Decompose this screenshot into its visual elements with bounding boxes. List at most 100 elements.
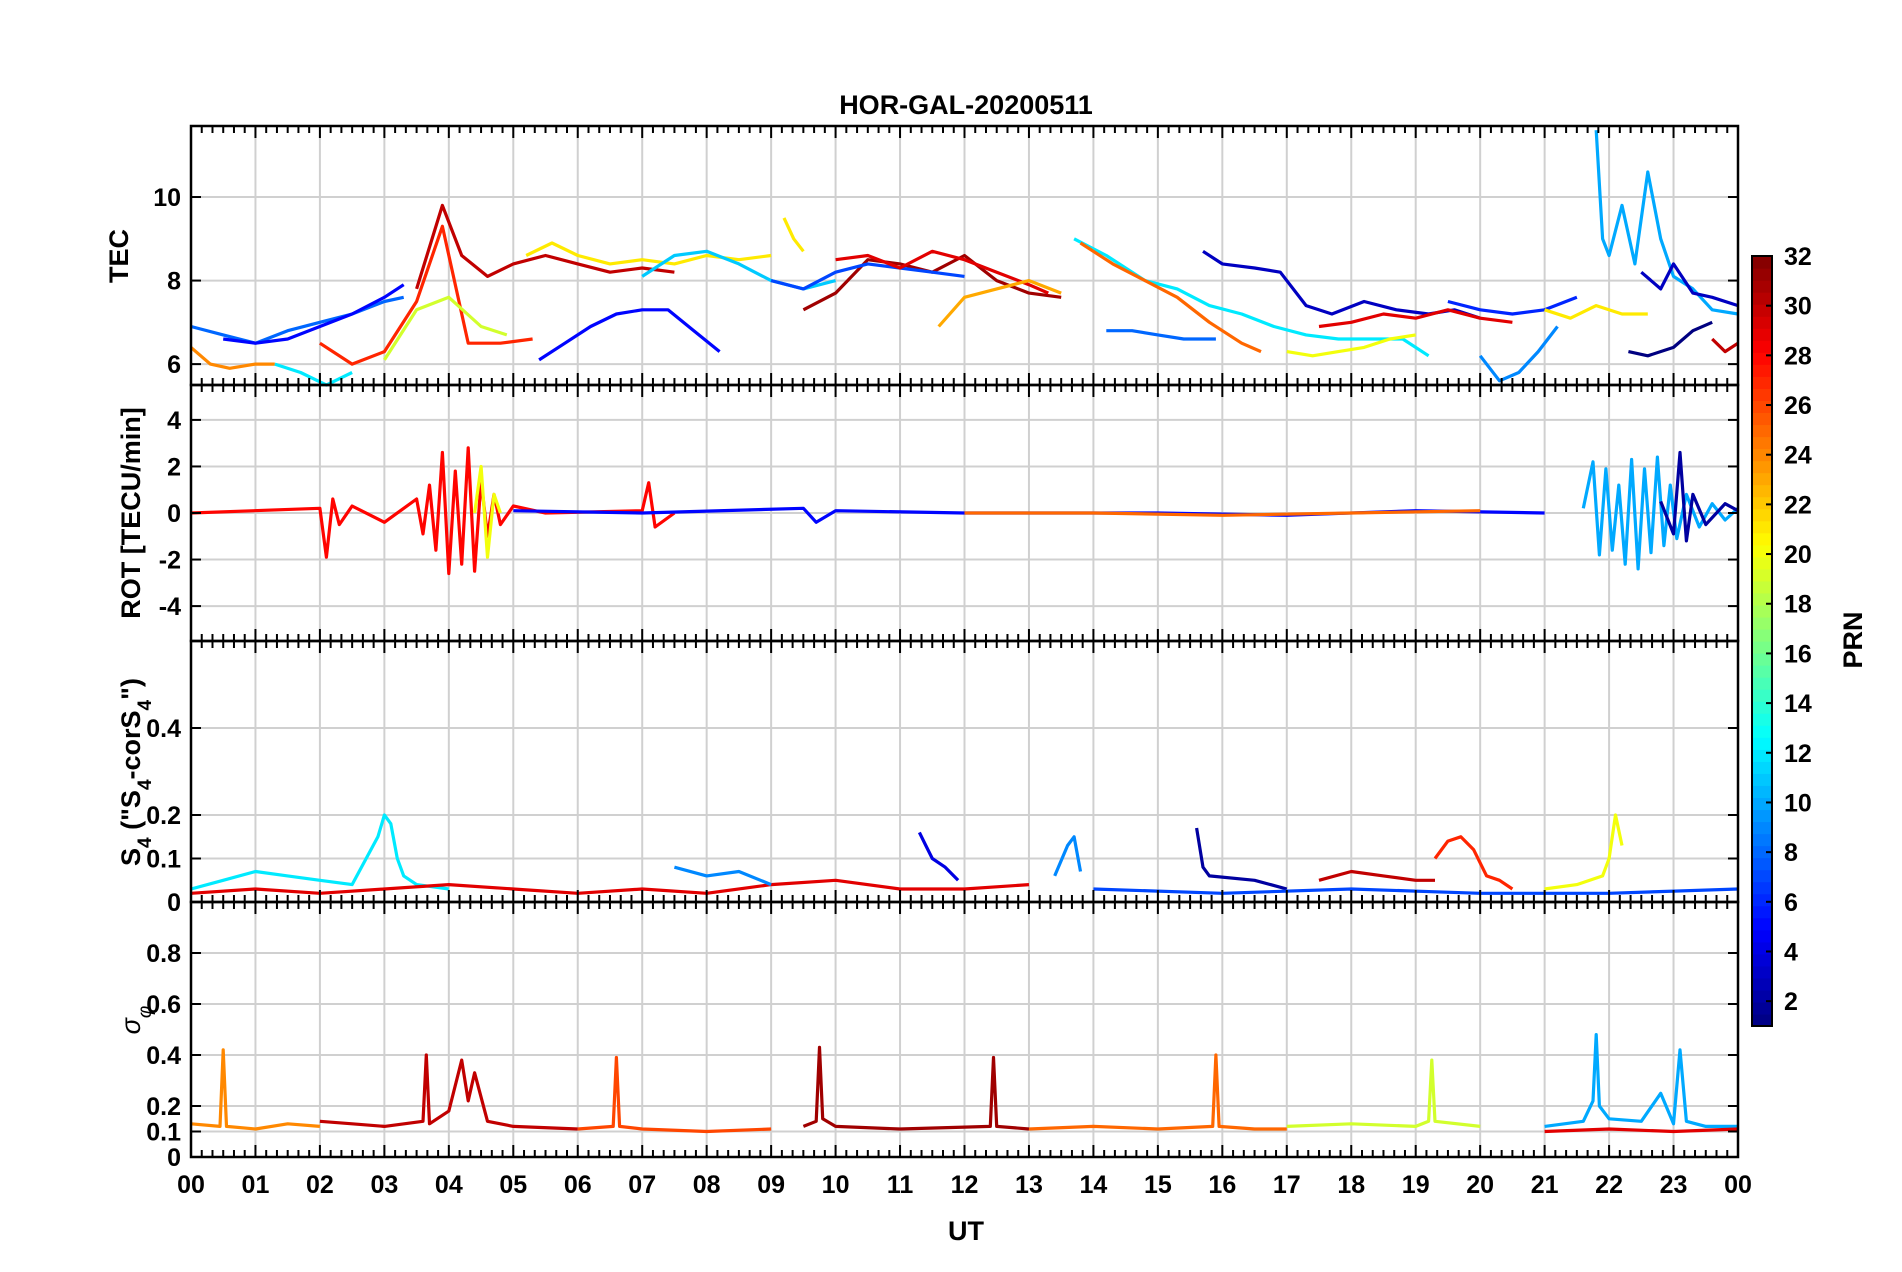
series-line xyxy=(1640,262,1739,308)
colorbar-tick-label: 16 xyxy=(1784,640,1812,668)
x-tick-label: 06 xyxy=(564,1171,592,1199)
y-axis-label: S4 ("S4-corS4") xyxy=(116,678,156,866)
x-tick-label: 14 xyxy=(1080,1171,1108,1199)
colorbar-segment xyxy=(1752,1001,1772,1015)
y-tick-label: 0.1 xyxy=(146,846,181,874)
x-tick-label: 02 xyxy=(306,1171,334,1199)
y-tick-label: 4 xyxy=(167,407,181,435)
colorbar-segment xyxy=(1752,520,1772,534)
series-line xyxy=(964,509,1481,517)
figure-title: HOR-GAL-20200511 xyxy=(839,90,1093,120)
colorbar-segment xyxy=(1752,496,1772,510)
colorbar-segment xyxy=(1752,869,1772,883)
x-tick-label: 08 xyxy=(693,1171,721,1199)
series-line xyxy=(1079,241,1262,354)
colorbar-segment xyxy=(1752,929,1772,943)
colorbar-segment xyxy=(1752,833,1772,847)
colorbar-segment xyxy=(1752,580,1772,594)
colorbar-tick-label: 22 xyxy=(1784,491,1812,519)
colorbar-segment xyxy=(1752,773,1772,786)
colorbar-segment xyxy=(1752,905,1772,919)
colorbar-tick-label: 8 xyxy=(1784,839,1798,867)
colorbar-segment xyxy=(1752,388,1772,401)
y-tick-label: -4 xyxy=(159,593,181,621)
series-line xyxy=(1478,325,1559,383)
series-line xyxy=(770,262,965,291)
colorbar-segment xyxy=(1752,665,1772,678)
colorbar-segment xyxy=(1752,328,1772,341)
colorbar-segment xyxy=(1752,785,1772,799)
y-axis-label: σφ xyxy=(116,1006,156,1035)
y-tick-label: 0.2 xyxy=(146,802,181,830)
colorbar-segment xyxy=(1752,436,1772,450)
colorbar-segment xyxy=(1752,412,1772,426)
x-tick-label: 18 xyxy=(1337,1171,1365,1199)
colorbar-segment xyxy=(1752,532,1772,546)
series-line xyxy=(222,283,405,345)
x-tick-label: 04 xyxy=(435,1171,463,1199)
series-line xyxy=(1286,1058,1481,1128)
colorbar-segment xyxy=(1752,364,1772,377)
series-line xyxy=(319,224,533,366)
y-tick-label: 0.2 xyxy=(146,1093,181,1121)
y-axis-label: ROT [TECU/min] xyxy=(116,407,146,618)
colorbar-segment xyxy=(1752,376,1772,389)
series-line xyxy=(917,831,960,882)
series-line xyxy=(1318,308,1513,329)
x-tick-label: 00 xyxy=(177,1171,205,1199)
colorbar-segment xyxy=(1752,592,1772,606)
colorbar-segment xyxy=(1752,544,1772,558)
series-line xyxy=(1628,320,1713,358)
panel-tec: 6 8 10 TEC xyxy=(104,124,1740,387)
colorbar-segment xyxy=(1752,280,1772,293)
series-line xyxy=(1433,835,1514,891)
colorbar-segment xyxy=(1752,653,1772,666)
colorbar-segment xyxy=(1752,316,1772,329)
colorbar-tick-label: 32 xyxy=(1784,243,1812,271)
colorbar-segment xyxy=(1752,641,1772,654)
colorbar-segment xyxy=(1752,424,1772,438)
series-line xyxy=(937,279,1062,328)
series-line xyxy=(383,295,508,361)
series-line xyxy=(1659,450,1739,543)
x-tick-label: 07 xyxy=(628,1171,656,1199)
series-line xyxy=(1544,813,1624,891)
series-line xyxy=(577,1055,772,1134)
colorbar-segment xyxy=(1752,749,1772,762)
series-line xyxy=(1544,304,1648,320)
x-tick-label: 12 xyxy=(951,1171,979,1199)
colorbar-segment xyxy=(1752,893,1772,907)
x-tick-label: 21 xyxy=(1531,1171,1559,1199)
x-tick-label: 13 xyxy=(1015,1171,1043,1199)
series-line xyxy=(473,464,502,559)
series-line xyxy=(782,217,805,253)
x-tick-label: 05 xyxy=(499,1171,527,1199)
series-line xyxy=(1028,1053,1287,1131)
panel-sigma_phi: 00.10.2 0.4 0.6 0.8 σφ xyxy=(116,900,1740,1172)
colorbar-tick-label: 28 xyxy=(1784,342,1812,370)
colorbar-tick-label: 30 xyxy=(1784,293,1812,321)
colorbar-segment xyxy=(1752,965,1772,979)
colorbar-tick-label: 6 xyxy=(1784,889,1798,917)
y-tick-label: 0.4 xyxy=(146,715,181,743)
colorbar-segment xyxy=(1752,484,1772,498)
colorbar-frame xyxy=(1751,255,1773,1027)
colorbar-tick-label: 24 xyxy=(1784,442,1812,470)
x-axis: 00 01 02 03 04 05 06 07 08 09 10 11 12 13 14 15 16 17 18 19… xyxy=(177,1171,1752,1199)
colorbar-segment xyxy=(1752,568,1772,582)
y-tick-label: 0.4 xyxy=(146,1042,181,1070)
series-line xyxy=(415,203,675,290)
colorbar-segment xyxy=(1752,400,1772,414)
series-line xyxy=(274,362,353,387)
colorbar-tick-label: 14 xyxy=(1784,690,1812,718)
x-tick-label: 23 xyxy=(1660,1171,1688,1199)
series-line xyxy=(538,308,721,362)
x-tick-label: 10 xyxy=(822,1171,850,1199)
colorbar-segment xyxy=(1752,292,1772,305)
series-line xyxy=(1594,130,1739,316)
y-tick-label: 0.1 xyxy=(146,1119,181,1147)
series-line xyxy=(1106,329,1216,341)
colorbar-tick-label: 20 xyxy=(1784,541,1812,569)
series-line xyxy=(189,346,275,370)
